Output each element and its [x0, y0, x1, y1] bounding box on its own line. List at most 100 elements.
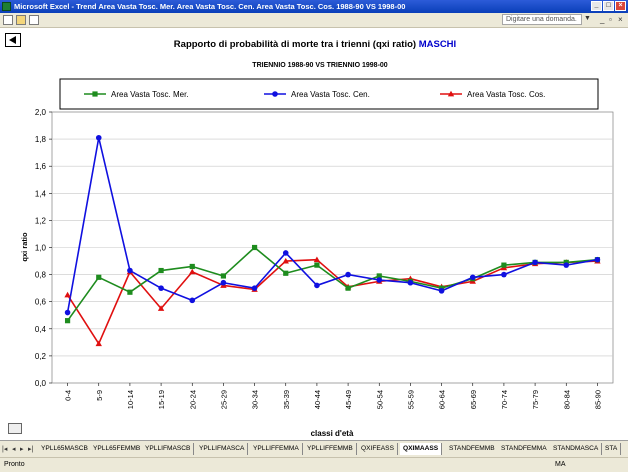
open-icon[interactable]: [16, 15, 26, 25]
data-point: [532, 259, 538, 266]
chart: Rapporto di probabilità di morte tra i t…: [20, 39, 614, 438]
window-title: Microsoft Excel - Trend Area Vasta Tosc.…: [14, 2, 406, 11]
status-bar: Pronto MA: [0, 457, 628, 472]
status-mode: MA: [555, 461, 566, 468]
new-icon[interactable]: [3, 15, 13, 25]
x-tick-label: 30-34: [251, 390, 260, 409]
data-point: [345, 271, 351, 278]
legend-marker: [447, 90, 455, 97]
chart-area: Rapporto di probabilità di morte tra i t…: [0, 28, 628, 440]
data-point: [282, 257, 289, 264]
data-point: [158, 285, 164, 291]
data-point: [407, 279, 414, 286]
y-tick-label: 1,0: [35, 244, 47, 253]
data-point: [438, 288, 445, 294]
x-tick-label: 50-54: [375, 390, 384, 409]
sheet-tab[interactable]: STANDFEMMA: [498, 443, 551, 455]
data-point: [501, 262, 507, 268]
data-point: [64, 291, 71, 298]
legend-label: Area Vasta Tosc. Cen.: [291, 90, 370, 99]
sheet-tab[interactable]: YPLL65MASCB: [38, 443, 92, 455]
series-line: [66, 258, 598, 345]
x-tick-label: 55-59: [406, 390, 415, 409]
series-line: [66, 136, 598, 313]
arrow-left-icon: [9, 36, 16, 44]
data-point: [220, 273, 227, 279]
x-tick-label: 15-19: [157, 390, 166, 409]
x-tick-label: 80-84: [562, 390, 571, 409]
prev-sheet-button[interactable]: ◂: [12, 446, 16, 453]
data-point: [189, 297, 196, 304]
sheet-tab[interactable]: STA: [602, 443, 622, 455]
series-line: [66, 246, 598, 322]
data-point: [158, 267, 164, 274]
y-tick-label: 1,2: [35, 216, 47, 225]
x-tick-label: 85-90: [593, 390, 602, 409]
legend-label: Area Vasta Tosc. Cos.: [467, 90, 545, 99]
first-sheet-button[interactable]: |◂: [2, 446, 8, 453]
x-tick-label: 0-4: [64, 390, 73, 401]
data-point: [376, 273, 382, 279]
y-tick-label: 2,0: [35, 108, 47, 117]
data-point: [157, 305, 165, 311]
x-tick-label: 20-24: [188, 390, 197, 409]
minimize-workbook-button[interactable]: _: [600, 15, 605, 24]
sheet-tab[interactable]: STANDMASCA: [550, 443, 603, 455]
data-point: [469, 274, 476, 281]
maximize-button[interactable]: □: [603, 1, 614, 11]
y-axis-label: qxi ratio: [20, 232, 29, 262]
data-point: [501, 271, 507, 278]
x-tick-label: 70-74: [500, 390, 509, 409]
print-icon[interactable]: [29, 15, 39, 25]
chart-subtitle: TRIENNIO 1988-90 VS TRIENNIO 1998-00: [252, 62, 387, 69]
x-tick-label: 45-49: [344, 390, 353, 409]
y-tick-label: 0,8: [35, 271, 47, 280]
data-point: [64, 318, 71, 324]
sheet-tab[interactable]: QXIFEASS: [358, 443, 398, 455]
legend-marker: [92, 91, 98, 97]
x-tick-label: 5-9: [95, 390, 104, 401]
sheet-tab[interactable]: STANDFEMMB: [446, 443, 499, 455]
x-tick-label: 60-64: [438, 390, 447, 409]
data-point: [563, 262, 570, 268]
help-input[interactable]: Digitare una domanda.: [502, 14, 582, 25]
chart-title: Rapporto di probabilità di morte tra i t…: [174, 39, 456, 50]
data-point: [127, 267, 133, 274]
x-tick-label: 35-39: [282, 390, 291, 409]
minimize-button[interactable]: _: [591, 1, 602, 11]
x-tick-label: 75-79: [531, 390, 540, 409]
data-point: [376, 277, 383, 283]
help-dropdown-icon[interactable]: ▼: [584, 15, 591, 22]
sheet-tab[interactable]: QXIMAASS: [400, 443, 443, 455]
x-tick-label: 40-44: [313, 390, 322, 409]
data-point: [189, 263, 195, 270]
data-point: [189, 268, 196, 275]
sheet-tab[interactable]: YPLLIFFEMMB: [304, 443, 357, 455]
title-bar: Microsoft Excel - Trend Area Vasta Tosc.…: [0, 0, 628, 13]
x-tick-label: 10-14: [126, 390, 135, 409]
next-sheet-button[interactable]: ▸: [20, 446, 24, 453]
restore-workbook-button[interactable]: ▫: [609, 15, 612, 24]
y-tick-label: 0,4: [35, 325, 47, 334]
y-tick-label: 1,4: [35, 189, 47, 198]
data-point: [345, 285, 351, 291]
sheet-tab[interactable]: YPLLIFFEMMA: [250, 443, 303, 455]
y-tick-label: 0,6: [35, 298, 47, 307]
excel-icon: [2, 2, 11, 11]
close-button[interactable]: ×: [615, 1, 626, 11]
data-point: [95, 134, 102, 141]
close-workbook-button[interactable]: ×: [618, 15, 623, 24]
sheet-tab[interactable]: YPLL65FEMMB: [90, 443, 145, 455]
sheet-tab[interactable]: YPLLIFMASCB: [142, 443, 195, 455]
data-point: [314, 262, 320, 268]
y-tick-label: 0,2: [35, 352, 47, 361]
last-sheet-button[interactable]: ▸|: [28, 446, 34, 453]
x-axis-label: classi d'età: [311, 429, 354, 438]
data-point: [95, 340, 102, 347]
data-point: [220, 279, 227, 286]
x-tick-label: 65-69: [469, 390, 478, 409]
back-button[interactable]: [5, 33, 21, 47]
status-text: Pronto: [4, 461, 25, 468]
printer-icon[interactable]: [8, 423, 22, 434]
sheet-tab[interactable]: YPLLIFMASCA: [196, 443, 249, 455]
